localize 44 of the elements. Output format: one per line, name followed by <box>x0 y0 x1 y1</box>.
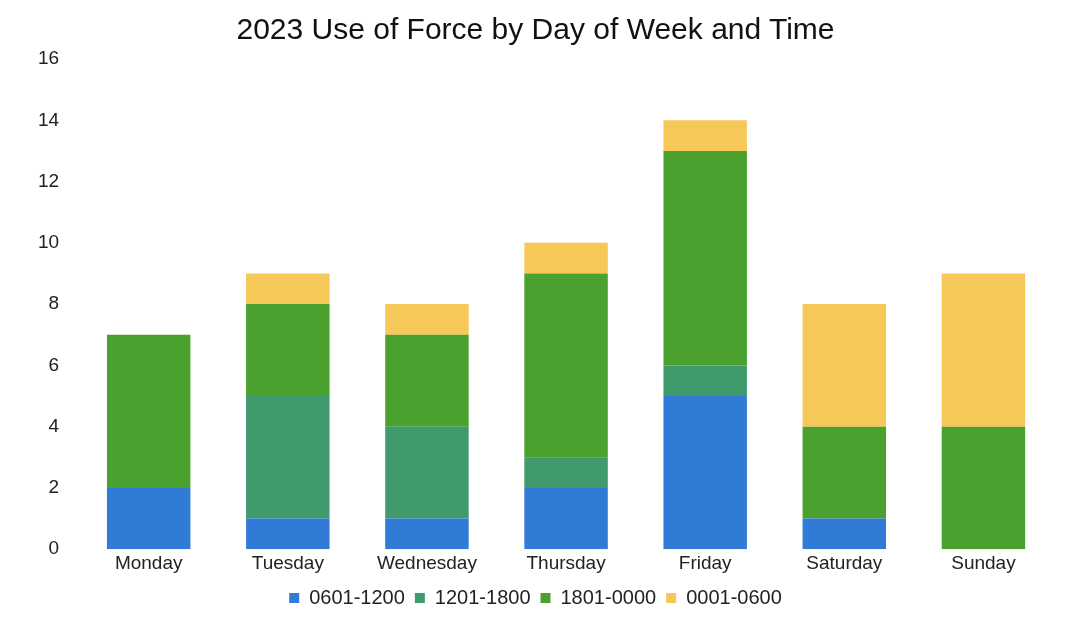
x-tick-label: Monday <box>114 551 183 573</box>
bar <box>663 396 747 550</box>
chart-title: 2023 Use of Force by Day of Week and Time <box>236 12 835 46</box>
y-tick-label: 4 <box>48 414 60 436</box>
bar <box>941 273 1026 427</box>
y-tick-label: 2 <box>48 476 60 498</box>
y-tick-label: 8 <box>48 292 60 314</box>
bar <box>385 426 469 519</box>
bar <box>663 365 747 397</box>
bar <box>246 518 330 550</box>
bar <box>524 487 608 550</box>
bar <box>941 426 1026 550</box>
bar <box>246 273 330 305</box>
bar <box>385 518 469 550</box>
x-tick-label: Thursday <box>526 551 607 573</box>
y-tick-label: 14 <box>37 108 60 130</box>
y-tick-label: 0 <box>48 537 60 559</box>
bar <box>802 304 887 427</box>
bar <box>802 518 887 550</box>
legend-label: 0001-0600 <box>686 585 782 608</box>
x-tick-label: Saturday <box>806 551 883 573</box>
y-tick-label: 10 <box>37 231 60 253</box>
bar <box>246 396 330 519</box>
bar <box>802 426 887 519</box>
bar <box>246 304 330 397</box>
x-tick-label: Friday <box>678 551 733 573</box>
x-tick-label: Tuesday <box>251 551 325 573</box>
bar <box>524 273 608 458</box>
bar <box>663 120 747 151</box>
legend-label: 1201-1800 <box>434 585 531 608</box>
bar <box>524 242 608 274</box>
x-tick-label: Wednesday <box>376 551 478 573</box>
bar <box>106 334 191 488</box>
x-tick-label: Sunday <box>951 551 1017 573</box>
legend-label: 0601-1200 <box>309 585 405 608</box>
bar <box>385 304 469 335</box>
bar <box>106 487 191 550</box>
legend-label: 1801-0000 <box>560 585 657 608</box>
bar <box>524 457 608 488</box>
y-tick-label: 16 <box>37 47 60 69</box>
y-tick-label: 6 <box>48 353 60 375</box>
bar <box>385 334 469 427</box>
y-tick-label: 12 <box>37 169 60 191</box>
bar <box>663 150 747 366</box>
